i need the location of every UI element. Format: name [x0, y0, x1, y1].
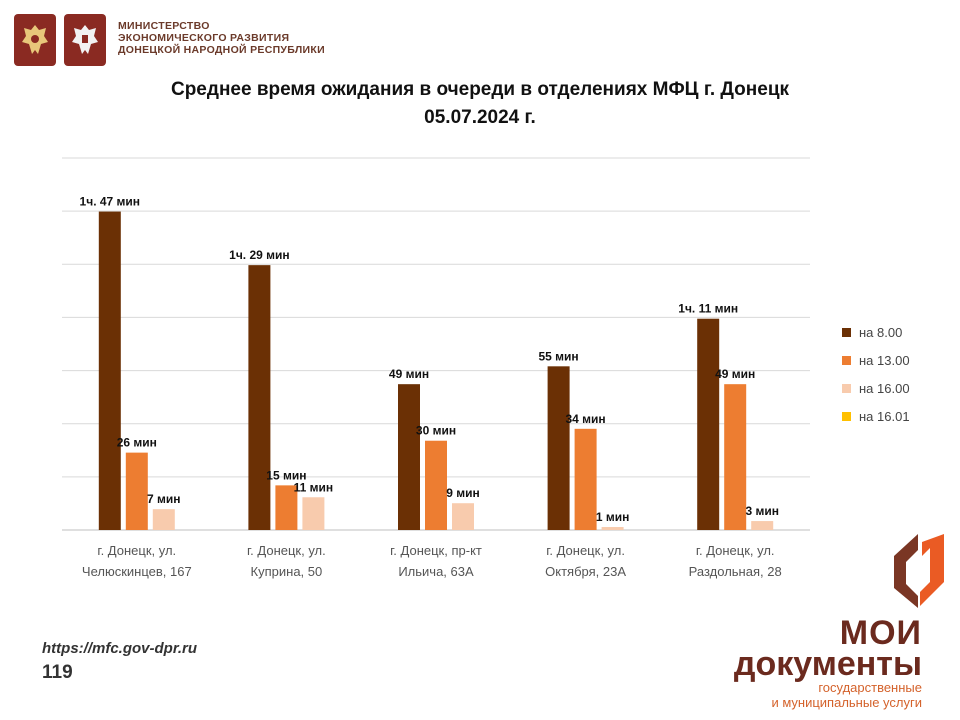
brand-line1: МОИ — [839, 614, 922, 652]
bar — [697, 318, 720, 530]
bar — [275, 485, 298, 530]
data-label: 15 мин — [266, 468, 306, 482]
x-tick-label: г. Донецк, ул. — [97, 543, 176, 558]
data-label: 1ч. 29 мин — [229, 248, 290, 262]
chart-title: Среднее время ожидания в очереди в отдел… — [0, 76, 960, 132]
brand-sub1: государственные — [818, 680, 922, 695]
data-label: 34 мин — [566, 412, 606, 426]
x-tick-label: г. Донецк, ул. — [546, 543, 625, 558]
bar — [724, 384, 747, 530]
ministry-name: МИНИСТЕРСТВО ЭКОНОМИЧЕСКОГО РАЗВИТИЯ ДОН… — [118, 20, 325, 56]
chart-title-line1: Среднее время ожидания в очереди в отдел… — [170, 79, 790, 100]
legend-item: на 16.01 — [842, 402, 910, 430]
legend-label: на 16.01 — [859, 408, 910, 424]
ministry-line: МИНИСТЕРСТВО — [118, 20, 210, 32]
data-label: 9 мин — [446, 486, 480, 500]
russia-emblem-icon — [14, 14, 56, 66]
page-number: 119 — [42, 662, 73, 683]
bar — [574, 428, 597, 530]
legend-swatch — [842, 355, 851, 365]
x-tick-label: г. Донецк, ул. — [696, 543, 775, 558]
chart-legend: на 8.00 на 13.00 на 16.00 на 16.01 — [842, 318, 910, 430]
data-label: 3 мин — [745, 504, 779, 518]
x-tick-label: Куприна, 50 — [251, 564, 323, 579]
data-label: 49 мин — [389, 367, 429, 381]
bar — [751, 521, 774, 530]
x-tick-label: Челюскинцев, 167 — [82, 564, 192, 579]
legend-label: на 16.00 — [859, 380, 910, 396]
ministry-line: ЭКОНОМИЧЕСКОГО РАЗВИТИЯ — [118, 32, 290, 44]
bar — [302, 497, 325, 530]
bar — [601, 527, 624, 530]
chart-title-line2: 05.07.2024 г. — [424, 107, 536, 128]
dpr-emblem-icon — [64, 14, 106, 66]
bar — [452, 503, 474, 530]
data-label: 7 мин — [147, 492, 181, 506]
header: МИНИСТЕРСТВО ЭКОНОМИЧЕСКОГО РАЗВИТИЯ ДОН… — [14, 14, 325, 68]
legend-item: на 8.00 — [842, 318, 910, 346]
x-tick-label: Раздольная, 28 — [689, 564, 782, 579]
data-label: 49 мин — [715, 367, 755, 381]
bar — [98, 211, 121, 530]
x-tick-label: Октября, 23А — [545, 564, 626, 579]
data-label: 26 мин — [117, 436, 157, 450]
bar — [248, 265, 271, 530]
x-tick-label: г. Донецк, ул. — [247, 543, 326, 558]
moi-dokumenty-brand: МОИ документы государственные и муниципа… — [733, 614, 922, 710]
brand-sub2: и муниципальные услуги — [771, 695, 922, 710]
data-label: 30 мин — [416, 424, 456, 438]
legend-swatch — [842, 327, 851, 337]
data-label: 11 мин — [294, 480, 334, 494]
data-label: 1 мин — [596, 510, 630, 524]
data-label: 1ч. 11 мин — [678, 302, 738, 316]
data-label: 1ч. 47 мин — [80, 195, 141, 209]
bar — [547, 366, 570, 530]
bar — [125, 452, 148, 530]
bar — [398, 384, 420, 530]
moi-dokumenty-logo-icon — [888, 530, 950, 615]
x-tick-label: Ильича, 63А — [398, 564, 474, 579]
brand-line2: документы — [733, 645, 922, 683]
legend-label: на 13.00 — [859, 352, 910, 368]
legend-swatch — [842, 383, 851, 393]
x-tick-label: г. Донецк, пр-кт — [390, 543, 482, 558]
legend-item: на 13.00 — [842, 346, 910, 374]
ministry-line: ДОНЕЦКОЙ НАРОДНОЙ РЕСПУБЛИКИ — [118, 44, 325, 56]
bar — [152, 509, 175, 530]
data-label: 55 мин — [539, 349, 579, 363]
site-url: https://mfc.gov-dpr.ru — [42, 640, 197, 657]
legend-swatch — [842, 411, 851, 421]
legend-item: на 16.00 — [842, 374, 910, 402]
bar — [425, 440, 447, 530]
legend-label: на 8.00 — [859, 324, 903, 340]
